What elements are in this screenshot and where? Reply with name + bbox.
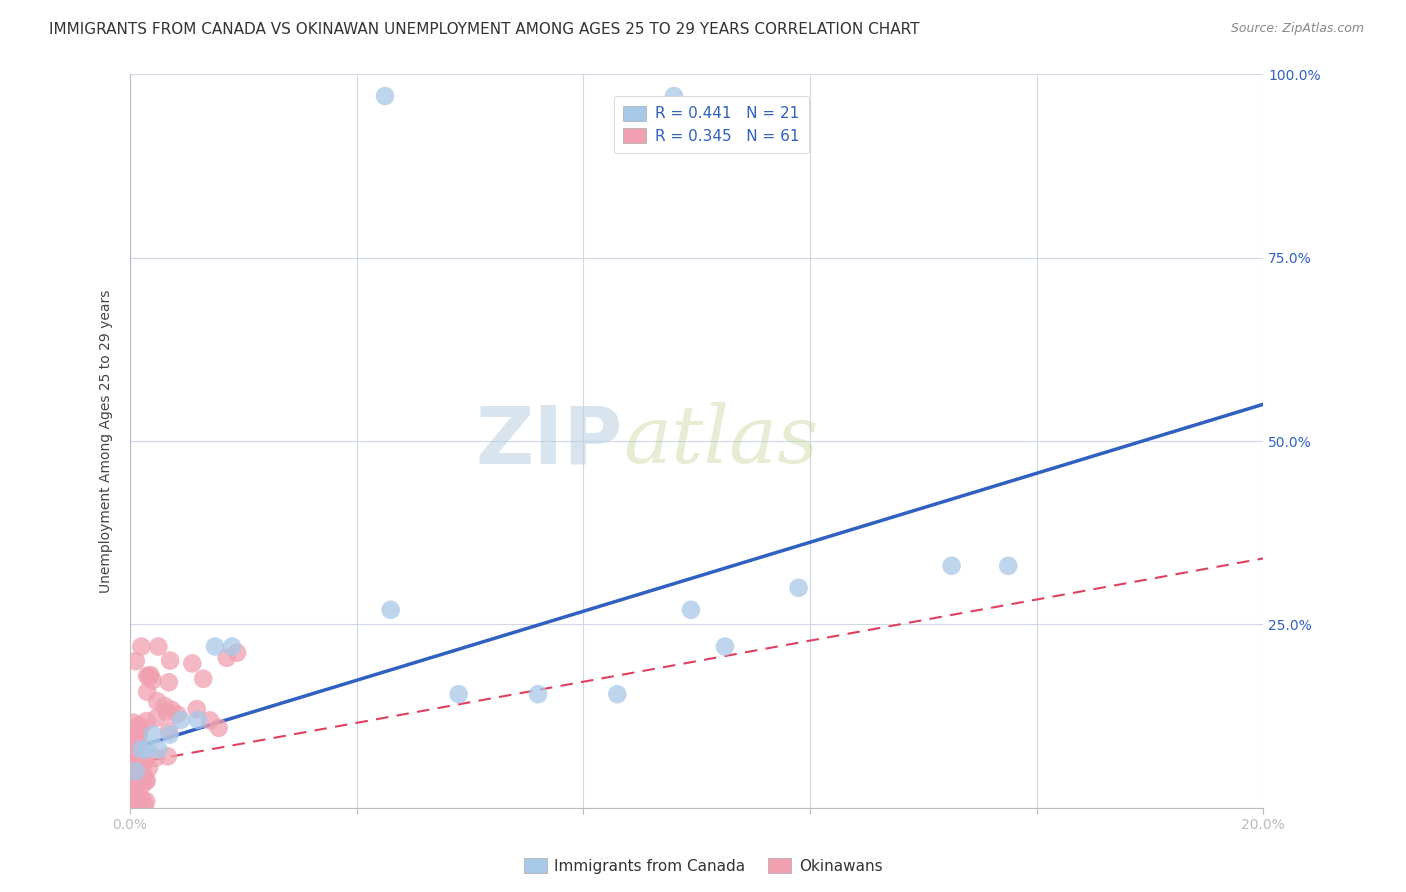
Point (148, 640, 170, 654)
Point (148, 742, 170, 756)
Point (122, 777, 145, 791)
Point (160, 703, 183, 717)
Point (121, 793, 143, 807)
Point (124, 732, 146, 747)
Point (997, 558, 1019, 573)
Point (145, 711, 167, 725)
Point (122, 753, 145, 767)
Point (121, 790, 143, 805)
Point (128, 728, 150, 742)
Point (134, 797, 156, 812)
Point (374, 89, 396, 103)
Point (131, 640, 153, 654)
Point (120, 776, 142, 790)
Point (138, 761, 160, 775)
Point (129, 721, 152, 735)
Point (120, 757, 142, 772)
Point (129, 753, 152, 767)
Point (135, 773, 157, 788)
Point (139, 668, 162, 682)
Point (198, 714, 221, 728)
Point (131, 742, 153, 756)
Point (122, 715, 145, 730)
Point (221, 640, 243, 654)
Point (157, 675, 180, 690)
Point (135, 794, 157, 808)
Point (193, 672, 215, 686)
Point (156, 749, 179, 764)
Point (226, 646, 249, 660)
Point (128, 718, 150, 732)
Point (153, 699, 176, 714)
Point (120, 742, 142, 756)
Point (125, 730, 148, 744)
Point (380, 603, 402, 617)
Point (662, 89, 685, 103)
Point (136, 742, 159, 756)
Point (121, 762, 143, 776)
Point (131, 792, 153, 806)
Point (142, 728, 165, 742)
Point (120, 731, 142, 745)
Point (145, 751, 167, 765)
Point (156, 706, 179, 720)
Point (157, 723, 180, 738)
Y-axis label: Unemployment Among Ages 25 to 29 years: Unemployment Among Ages 25 to 29 years (100, 289, 114, 592)
Point (127, 772, 149, 787)
Point (941, 558, 963, 573)
Point (122, 789, 145, 803)
Point (125, 654, 148, 668)
Point (131, 778, 153, 792)
Point (204, 640, 226, 654)
Point (714, 640, 737, 654)
Point (129, 720, 152, 734)
Point (127, 722, 149, 736)
Point (125, 797, 148, 811)
Point (166, 707, 188, 722)
Point (134, 755, 156, 769)
Text: Source: ZipAtlas.com: Source: ZipAtlas.com (1230, 22, 1364, 36)
Point (159, 728, 181, 742)
Point (527, 687, 550, 701)
Point (787, 581, 810, 595)
Point (146, 694, 169, 708)
Point (129, 740, 152, 755)
Point (136, 684, 159, 698)
Legend: R = 0.441   N = 21, R = 0.345   N = 61: R = 0.441 N = 21, R = 0.345 N = 61 (613, 96, 808, 153)
Point (125, 764, 148, 779)
Point (215, 650, 238, 665)
Point (187, 713, 209, 727)
Point (181, 657, 204, 671)
Point (606, 687, 628, 701)
Point (186, 702, 208, 716)
Point (135, 714, 157, 728)
Point (122, 785, 145, 799)
Point (447, 687, 470, 701)
Point (138, 669, 160, 683)
Point (679, 603, 702, 617)
Point (129, 770, 152, 784)
Point (135, 774, 157, 789)
Legend: Immigrants from Canada, Okinawans: Immigrants from Canada, Okinawans (517, 852, 889, 880)
Point (132, 766, 155, 780)
Point (207, 721, 229, 735)
Point (124, 783, 146, 797)
Point (124, 748, 146, 763)
Text: IMMIGRANTS FROM CANADA VS OKINAWAN UNEMPLOYMENT AMONG AGES 25 TO 29 YEARS CORREL: IMMIGRANTS FROM CANADA VS OKINAWAN UNEMP… (49, 22, 920, 37)
Point (136, 669, 159, 683)
Text: ZIP: ZIP (475, 402, 623, 480)
Point (142, 673, 165, 688)
Text: atlas: atlas (623, 402, 818, 480)
Point (159, 654, 181, 668)
Point (170, 713, 193, 727)
